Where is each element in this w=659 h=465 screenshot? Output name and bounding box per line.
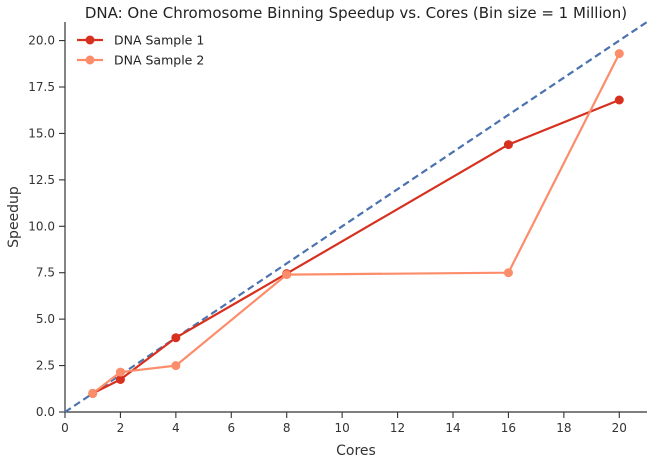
- x-tick-label: 14: [445, 421, 460, 435]
- y-tick-label: 20.0: [28, 34, 55, 48]
- legend-label-2: DNA Sample 2: [114, 53, 204, 68]
- legend: DNA Sample 1 DNA Sample 2: [77, 33, 204, 68]
- y-tick-label: 17.5: [28, 80, 55, 94]
- x-tick-label: 4: [172, 421, 180, 435]
- legend-marker-2: [85, 55, 95, 65]
- plot-area: [64, 21, 648, 413]
- x-tick-label: 8: [283, 421, 291, 435]
- x-tick-label: 12: [390, 421, 405, 435]
- series-1-point: [171, 333, 181, 343]
- y-tick-label: 2.5: [36, 359, 55, 373]
- y-tick-label: 15.0: [28, 126, 55, 140]
- series-line-1: [92, 98, 620, 395]
- series-line-2: [92, 53, 621, 395]
- x-axis-title: Cores: [336, 443, 376, 459]
- series-1-point: [503, 140, 513, 150]
- y-axis-title: Speedup: [6, 186, 22, 248]
- x-tick-label: 20: [612, 421, 627, 435]
- series-2-point: [503, 268, 513, 278]
- x-tick-label: 0: [61, 421, 69, 435]
- legend-marker-1: [85, 35, 95, 45]
- series-2-point: [88, 388, 98, 398]
- series-2-point: [171, 361, 181, 371]
- x-tick-label: 16: [501, 421, 516, 435]
- chart-title: DNA: One Chromosome Binning Speedup vs. …: [85, 4, 627, 22]
- y-tick-label: 7.5: [36, 266, 55, 280]
- legend-label-1: DNA Sample 1: [114, 33, 204, 48]
- y-axis-ticks: 0.0 2.5 5.0 7.5 10.0 12.5 15.0 17.5 20.0: [28, 34, 65, 419]
- x-tick-label: 10: [335, 421, 350, 435]
- series-1-point: [115, 375, 125, 384]
- series-1-point: [614, 95, 624, 105]
- x-tick-label: 2: [117, 421, 125, 435]
- series-2-point: [115, 367, 125, 377]
- y-tick-label: 5.0: [36, 312, 55, 326]
- y-tick-label: 12.5: [28, 173, 55, 187]
- series-2-point: [614, 49, 624, 59]
- y-tick-label: 10.0: [28, 219, 55, 233]
- series-2-point: [282, 270, 292, 280]
- y-tick-label: 0.0: [36, 405, 55, 419]
- x-tick-label: 6: [227, 421, 235, 435]
- x-axis-ticks: 0 2 4 6 8 10 12 14 16 18 20: [61, 412, 627, 435]
- x-tick-label: 18: [556, 421, 571, 435]
